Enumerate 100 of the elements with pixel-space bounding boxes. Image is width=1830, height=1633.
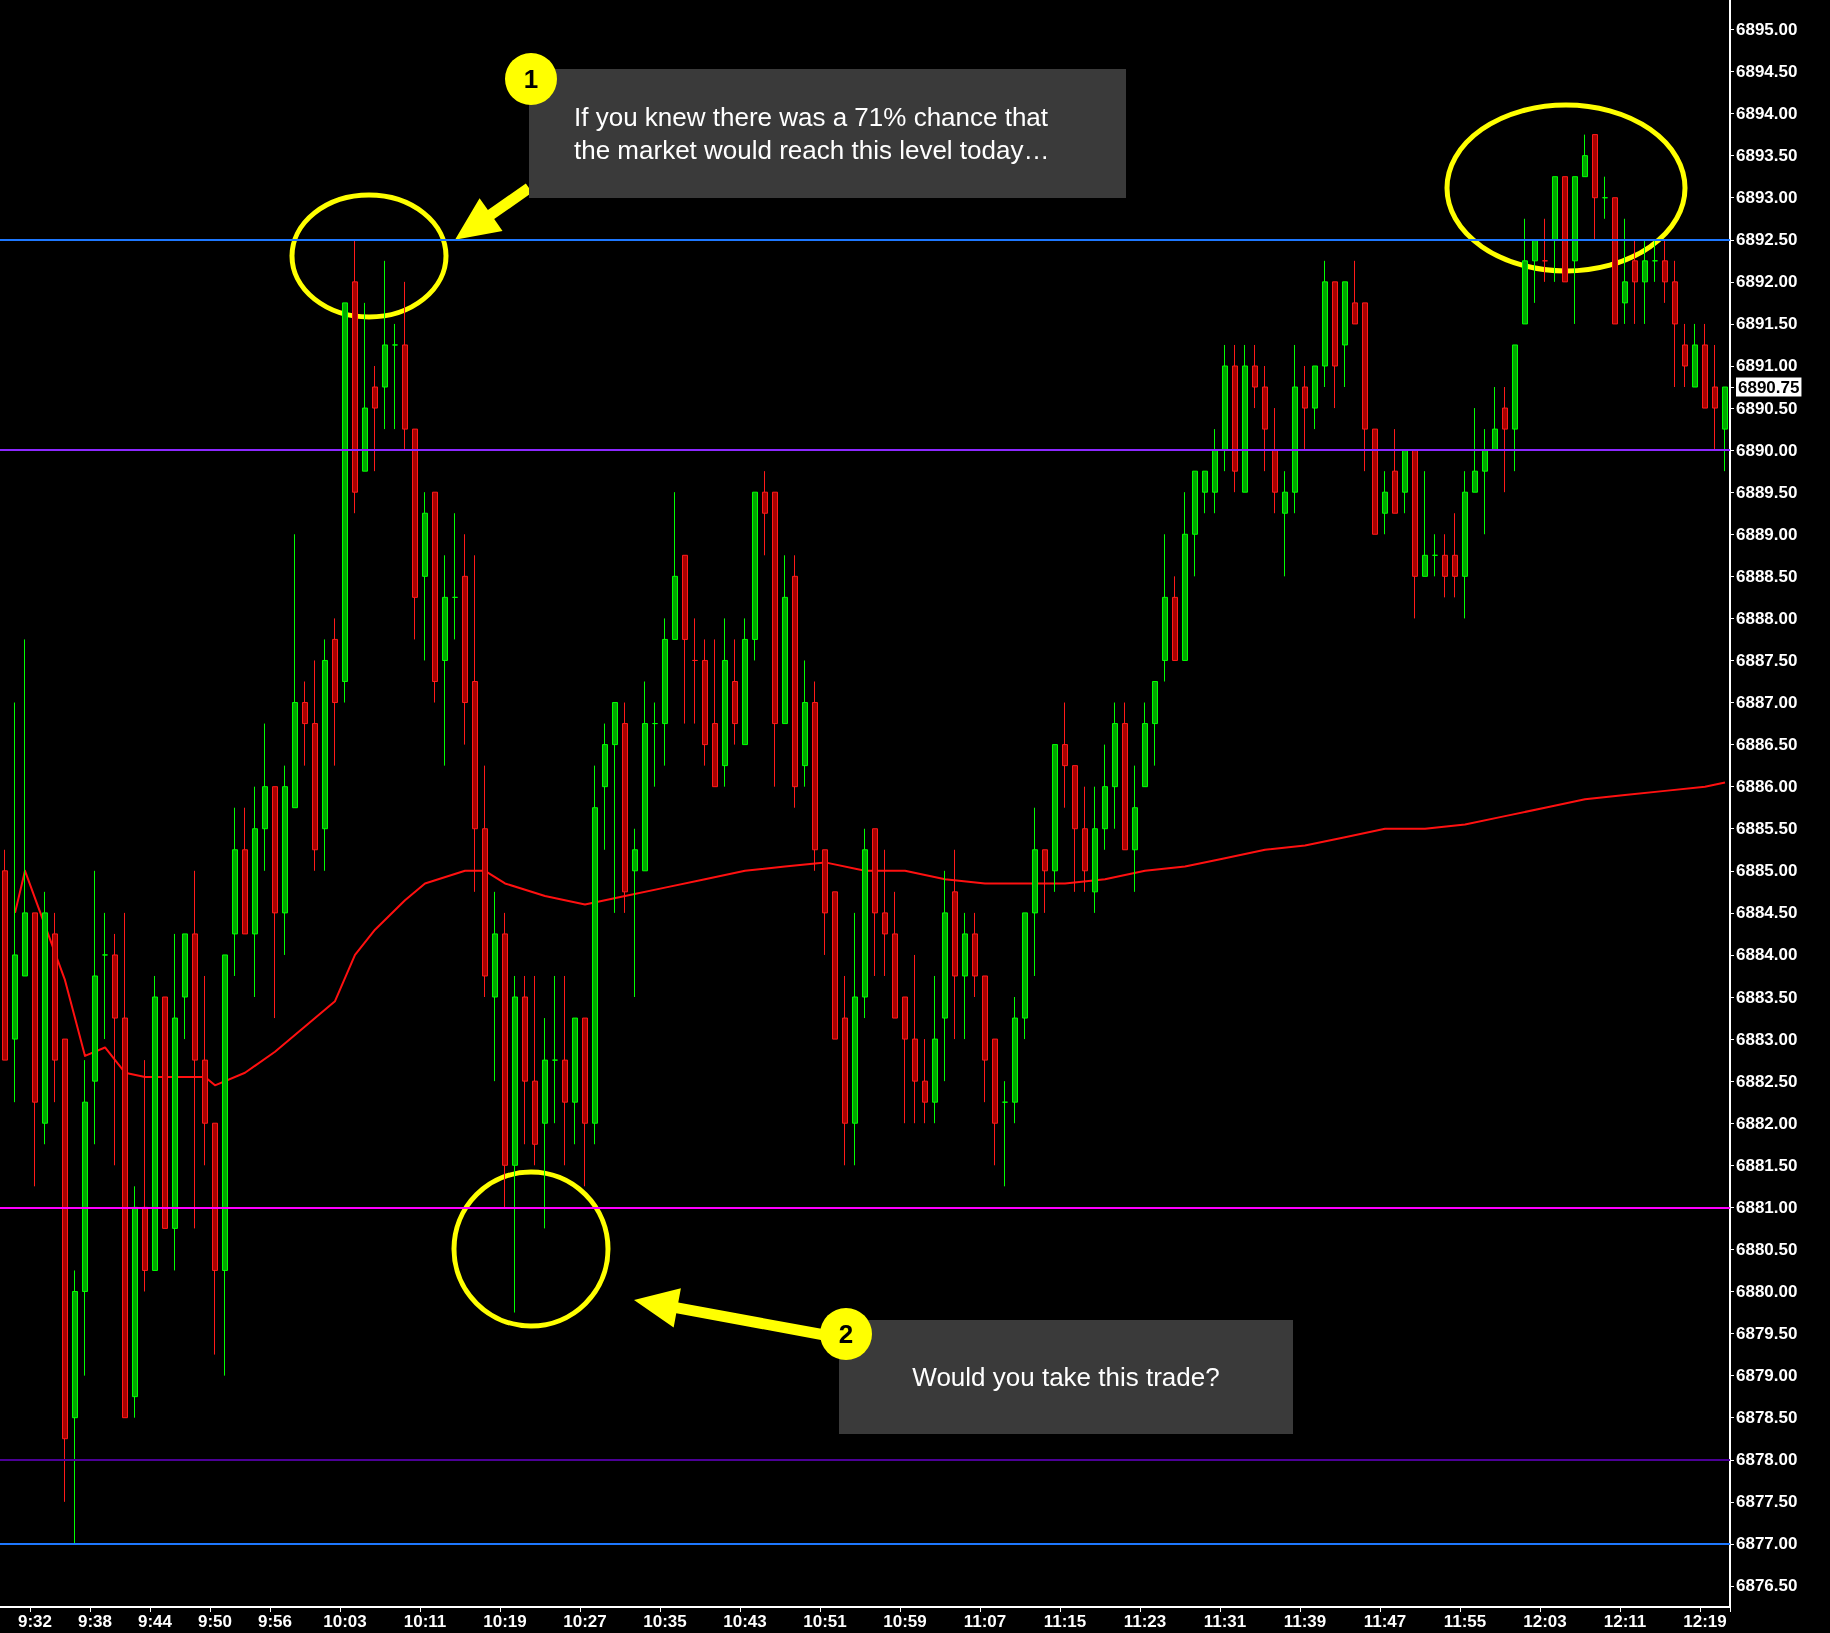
annotation: Would you take this trade?	[912, 1360, 1220, 1394]
candlestick	[502, 912, 508, 1208]
candlestick	[1302, 365, 1308, 451]
candlestick	[262, 723, 268, 872]
candlestick	[42, 891, 48, 1145]
x-tick-label: 10:03	[323, 1612, 367, 1631]
candlestick	[1362, 302, 1368, 472]
y-tick-label: 6893.00	[1736, 188, 1798, 208]
candlestick	[1202, 470, 1208, 514]
y-tick-label: 6880.50	[1736, 1239, 1798, 1259]
candlestick	[1692, 323, 1698, 388]
candlestick	[752, 491, 758, 661]
number-badge: 1	[505, 53, 557, 105]
y-tick-label: 6894.50	[1736, 62, 1798, 82]
candlestick	[1642, 239, 1648, 325]
candlestick	[432, 491, 438, 704]
candlestick	[1602, 176, 1608, 220]
candlestick	[232, 807, 238, 977]
y-tick-label: 6894.00	[1736, 104, 1798, 124]
candlestick	[1712, 344, 1718, 451]
candlestick	[392, 323, 398, 430]
candlestick	[602, 723, 608, 851]
candlestick	[1042, 849, 1048, 914]
candlestick	[1592, 134, 1598, 241]
y-tick-label: 6883.00	[1736, 1029, 1798, 1049]
candlestick	[652, 702, 658, 788]
y-tick-label: 6882.00	[1736, 1113, 1798, 1133]
candlestick	[672, 491, 678, 640]
candlestick	[632, 828, 638, 998]
y-tick-label: 6884.50	[1736, 903, 1798, 923]
candlestick	[1482, 428, 1488, 535]
candlestick	[1052, 744, 1058, 893]
candlestick	[1332, 281, 1338, 409]
candlestick	[412, 428, 418, 640]
candlestick	[1232, 344, 1238, 493]
x-tick-label: 10:19	[483, 1612, 527, 1631]
y-tick-label: 6895.00	[1736, 19, 1798, 39]
candlestick	[572, 1017, 578, 1145]
candlestick	[272, 786, 278, 1019]
x-tick-label: 11:07	[963, 1612, 1007, 1631]
candlestick	[182, 933, 188, 1040]
x-tick-label: 9:56	[257, 1612, 293, 1631]
x-tick-label: 11:31	[1203, 1612, 1247, 1631]
candlestick	[682, 554, 688, 725]
candlestick	[512, 975, 518, 1314]
candlestick	[1172, 575, 1178, 661]
y-tick-label: 6878.50	[1736, 1408, 1798, 1428]
candlestick	[492, 891, 498, 1082]
candlestick	[1382, 470, 1388, 535]
candlestick	[1562, 176, 1568, 283]
y-tick-label: 6879.50	[1736, 1324, 1798, 1344]
y-tick-label: 6884.00	[1736, 945, 1798, 965]
candlestick	[692, 617, 698, 725]
candlestick	[842, 975, 848, 1166]
x-tick-label: 11:15	[1043, 1612, 1087, 1631]
candlestick	[1352, 260, 1358, 325]
candlestick	[702, 638, 708, 767]
candlestick	[722, 617, 728, 788]
candlestick	[1612, 197, 1618, 325]
candlestick	[352, 239, 358, 514]
candlestick	[802, 659, 808, 788]
candlestick	[1282, 470, 1288, 577]
candlestick	[442, 554, 448, 767]
y-tick-label: 6877.50	[1736, 1492, 1798, 1512]
candlestick	[452, 512, 458, 640]
candlestick	[312, 659, 318, 872]
x-tick-label: 9:38	[77, 1612, 113, 1631]
y-tick-label: 6885.50	[1736, 819, 1798, 839]
y-tick-label: 6889.50	[1736, 482, 1798, 502]
x-tick-label: 11:23	[1123, 1612, 1167, 1631]
candlestick	[1312, 365, 1318, 430]
candlestick	[592, 765, 598, 1145]
x-tick-label: 10:43	[723, 1612, 767, 1631]
candlestick	[762, 470, 768, 556]
candlestick	[212, 1122, 218, 1356]
x-tick-label: 12:11	[1603, 1612, 1647, 1631]
candlestick	[742, 617, 748, 746]
candlestick	[1392, 428, 1398, 514]
candlestick	[152, 975, 158, 1271]
x-tick-label: 10:11	[403, 1612, 447, 1631]
y-tick-label: 6881.50	[1736, 1155, 1798, 1175]
candlestick	[1242, 344, 1248, 493]
candlestick	[612, 702, 618, 914]
candlestick	[1412, 449, 1418, 619]
candlestick	[1422, 470, 1428, 577]
candlestick	[2, 849, 8, 1061]
x-tick-label: 11:39	[1283, 1612, 1327, 1631]
candlestick	[102, 912, 108, 1040]
candlestick	[862, 828, 868, 1019]
candlestick	[422, 491, 428, 661]
number-badge: 2	[820, 1308, 872, 1360]
candlestick	[62, 1038, 68, 1503]
candlestick	[942, 870, 948, 1082]
y-tick-label: 6885.00	[1736, 861, 1798, 881]
candlestick	[912, 954, 918, 1124]
candlestick	[522, 975, 528, 1145]
y-tick-label: 6891.00	[1736, 356, 1798, 376]
y-tick-label: 6889.00	[1736, 524, 1798, 544]
candlestick	[1092, 786, 1098, 914]
x-tick-label: 10:35	[643, 1612, 687, 1631]
